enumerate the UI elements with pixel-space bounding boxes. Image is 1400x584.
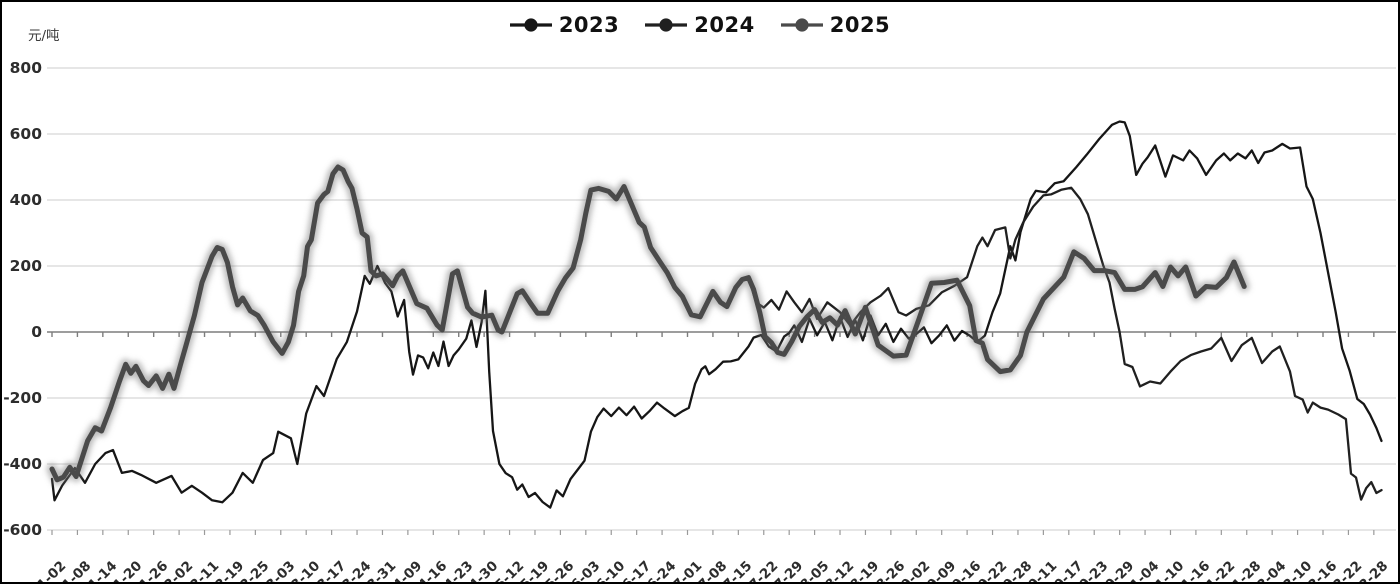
y-tick-label: -400 (3, 455, 42, 473)
chart-legend: 2023 2024 2025 (2, 8, 1398, 42)
y-tick-label: 400 (9, 191, 42, 209)
legend-label: 2024 (694, 13, 755, 37)
legend-item-2024[interactable]: 2024 (645, 13, 754, 37)
legend-item-2025[interactable]: 2025 (780, 13, 891, 37)
series-line-2025-glow (46, 161, 1250, 486)
legend-marker-icon (509, 18, 552, 32)
legend-label: 2025 (829, 13, 891, 37)
y-axis-unit-label: 元/吨 (28, 28, 60, 44)
legend-label: 2023 (558, 13, 620, 37)
y-tick-label: 800 (9, 59, 42, 77)
y-tick-label: -200 (3, 389, 42, 407)
series-line-2025 (49, 164, 1247, 483)
y-tick-label: 200 (9, 257, 42, 275)
y-tick-label: 600 (9, 125, 42, 143)
legend-marker-icon (645, 18, 688, 32)
y-tick-label: -600 (3, 521, 42, 539)
legend-item-2023[interactable]: 2023 (509, 13, 620, 37)
data-series (46, 120, 1383, 509)
legend-marker-icon (780, 18, 823, 32)
series-line-2024 (50, 165, 1383, 501)
series-line-2023 (50, 120, 1383, 509)
y-tick-label: 0 (31, 323, 42, 341)
